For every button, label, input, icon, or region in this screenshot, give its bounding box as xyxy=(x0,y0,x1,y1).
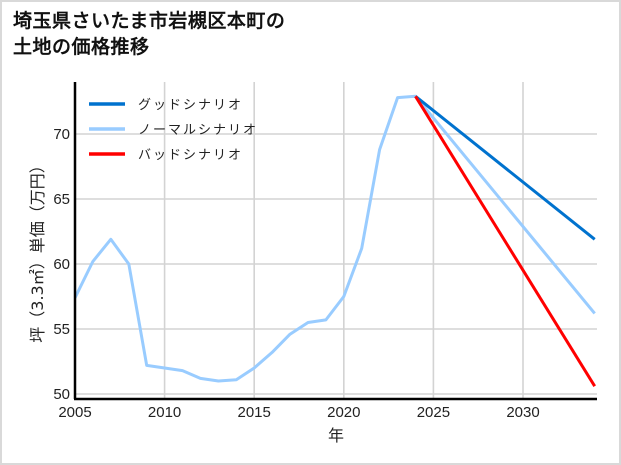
chart-title-line1: 埼玉県さいたま市岩槻区本町の xyxy=(13,10,286,32)
y-axis-label: 坪（3.3㎡）単価（万円） xyxy=(28,157,47,342)
gridlines xyxy=(74,82,597,399)
legend-label: バッドシナリオ xyxy=(138,148,243,163)
chart-title: 埼玉県さいたま市岩槻区本町の 土地の価格推移 xyxy=(13,8,285,60)
y-tick-label: 50 xyxy=(53,386,70,403)
chart-title-line2: 土地の価格推移 xyxy=(13,36,150,58)
legend-item-bad: バッドシナリオ xyxy=(89,148,243,163)
y-tick-label: 55 xyxy=(53,321,70,338)
y-tick-label: 70 xyxy=(53,126,70,143)
x-tick-labels: 2005 2010 2015 2020 2025 2030 xyxy=(58,404,539,421)
bad-scenario-line xyxy=(414,95,596,387)
y-tick-label: 65 xyxy=(53,191,70,208)
normal-scenario-line xyxy=(75,94,596,383)
good-scenario-line xyxy=(414,95,596,241)
x-tick-label: 2020 xyxy=(327,404,360,421)
x-tick-label: 2015 xyxy=(238,404,271,421)
axes xyxy=(73,82,597,401)
data-lines xyxy=(75,94,596,387)
x-tick-label: 2005 xyxy=(58,404,91,421)
y-tick-labels: 50 55 60 65 70 xyxy=(53,126,70,403)
x-tick-label: 2010 xyxy=(148,404,181,421)
legend-label: ノーマルシナリオ xyxy=(138,123,258,138)
x-tick-label: 2025 xyxy=(417,404,450,421)
x-axis-label: 年 xyxy=(328,426,344,445)
legend-item-good: グッドシナリオ xyxy=(89,98,243,113)
y-tick-label: 60 xyxy=(53,256,70,273)
x-tick-label: 2030 xyxy=(506,404,539,421)
legend-item-normal: ノーマルシナリオ xyxy=(89,123,258,138)
legend-label: グッドシナリオ xyxy=(138,98,243,113)
